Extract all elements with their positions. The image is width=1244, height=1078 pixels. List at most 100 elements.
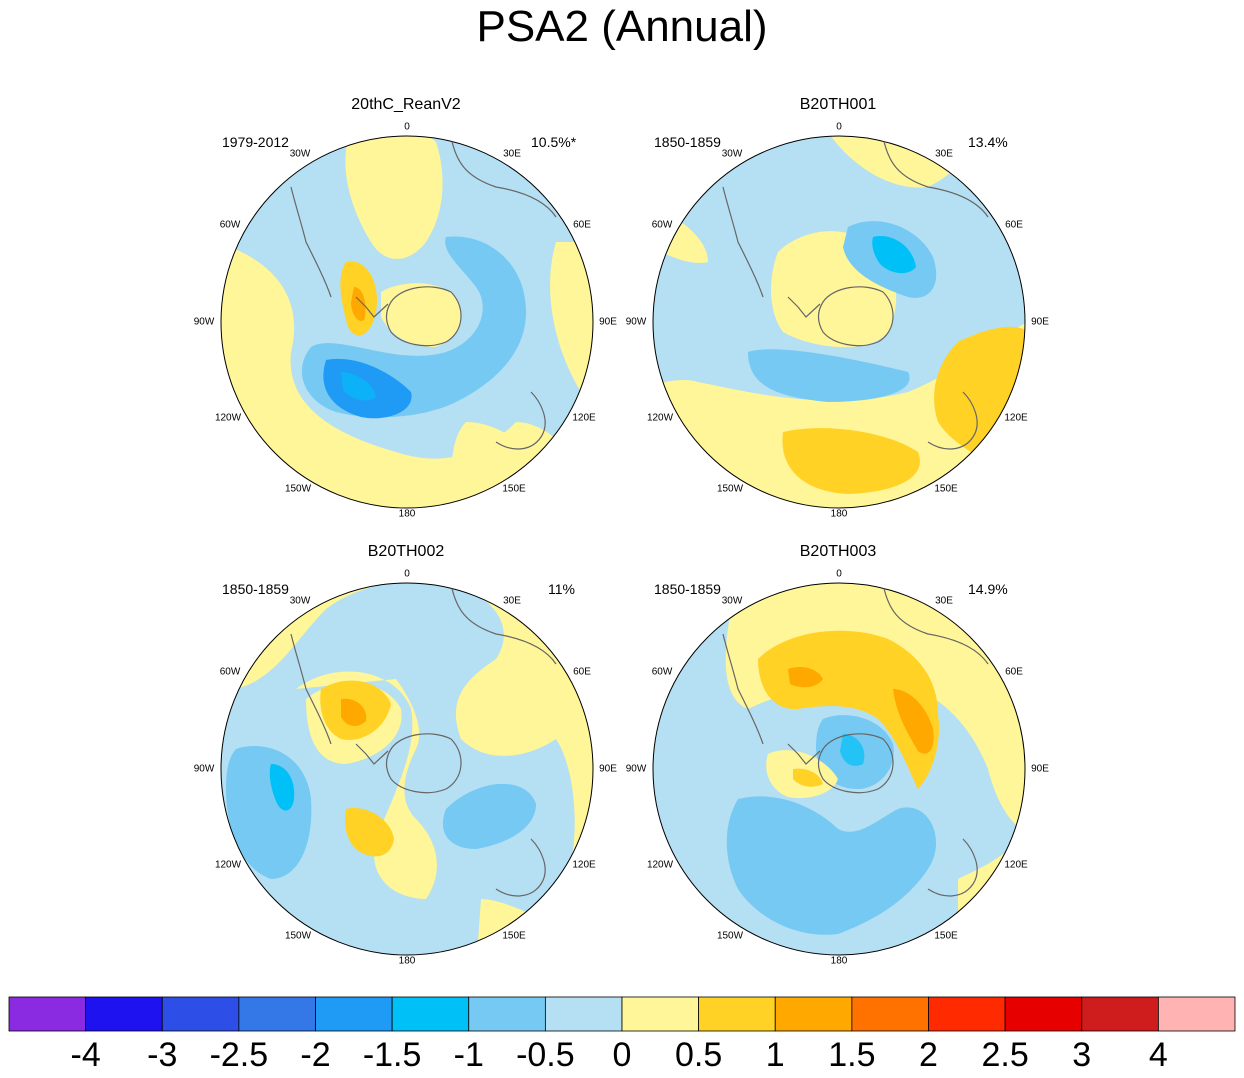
lon-label: 180 bbox=[398, 955, 416, 967]
colorbar-swatch bbox=[928, 996, 1006, 1032]
polar-map bbox=[652, 135, 1026, 509]
panel-1: 20thC_ReanV2 1979-2012 10.5%* 0 30E 60E bbox=[193, 92, 617, 522]
colorbar-tick-label: 1 bbox=[765, 1036, 785, 1074]
lon-label: 120W bbox=[646, 859, 674, 871]
panel-variance: 10.5%* bbox=[531, 134, 577, 150]
lon-label: 150E bbox=[934, 930, 958, 942]
panel-title: B20TH001 bbox=[799, 96, 877, 113]
lon-label: 180 bbox=[830, 508, 848, 520]
panel-period: 1979-2012 bbox=[222, 134, 289, 150]
colorbar-swatch bbox=[391, 996, 470, 1032]
panel-3: B20TH002 1850-1859 11% 0 30E 60E bbox=[193, 539, 617, 969]
lon-label: 150W bbox=[284, 483, 312, 495]
lon-label: 90W bbox=[193, 763, 215, 775]
colorbar-swatch bbox=[1157, 996, 1236, 1032]
colorbar-swatch bbox=[315, 996, 393, 1032]
lon-label: 60E bbox=[573, 666, 591, 678]
lon-label: 30W bbox=[289, 148, 311, 160]
lon-label: 60W bbox=[219, 666, 241, 678]
lon-label: 90E bbox=[1031, 763, 1049, 775]
lon-label: 120E bbox=[572, 859, 596, 871]
lon-label: 30W bbox=[289, 595, 311, 607]
lon-label: 120W bbox=[646, 412, 674, 424]
panel-4: B20TH003 1850-1859 14.9% 0 30E 60E 90E bbox=[625, 539, 1049, 969]
panel-period: 1850-1859 bbox=[222, 581, 289, 597]
lon-label: 120E bbox=[1004, 412, 1028, 424]
lon-label: 30E bbox=[935, 595, 953, 607]
lon-label: 90W bbox=[193, 316, 215, 328]
colorbar-tick-label: -1.5 bbox=[362, 1036, 422, 1074]
colorbar-tick-label: 4 bbox=[1148, 1036, 1168, 1074]
lon-label: 90E bbox=[599, 316, 617, 328]
lon-label: 60W bbox=[651, 666, 673, 678]
colorbar-swatch bbox=[8, 996, 87, 1032]
panel-variance: 13.4% bbox=[968, 134, 1008, 150]
colorbar-tick-label: -1 bbox=[453, 1036, 484, 1074]
colorbar-tick-label: 1.5 bbox=[828, 1036, 876, 1074]
panel-period: 1850-1859 bbox=[654, 581, 721, 597]
panel-period: 1850-1859 bbox=[654, 134, 721, 150]
panel-2: B20TH001 1850-1859 13.4% 0 30E 60E 90E 1… bbox=[625, 92, 1049, 522]
colorbar-tick-label: -4 bbox=[70, 1036, 101, 1074]
lon-label: 0 bbox=[836, 568, 842, 580]
lon-label: 150W bbox=[284, 930, 312, 942]
colorbar-swatch bbox=[1081, 996, 1159, 1032]
lon-label: 30W bbox=[721, 148, 743, 160]
colorbar-tick-label: 3 bbox=[1072, 1036, 1092, 1074]
panel-title: 20thC_ReanV2 bbox=[351, 96, 461, 113]
lon-label: 120W bbox=[214, 412, 242, 424]
lon-label: 120W bbox=[214, 859, 242, 871]
lon-label: 30E bbox=[503, 595, 521, 607]
panel-variance: 11% bbox=[548, 581, 575, 597]
colorbar-swatch bbox=[161, 996, 240, 1032]
lon-label: 30E bbox=[935, 148, 953, 160]
colorbar-swatch bbox=[698, 996, 776, 1032]
colorbar-tick-label: 0 bbox=[612, 1036, 632, 1074]
lon-label: 90W bbox=[625, 316, 647, 328]
lon-label: 30E bbox=[503, 148, 521, 160]
lon-label: 150E bbox=[502, 483, 526, 495]
colorbar-tick-label: 0.5 bbox=[674, 1036, 723, 1074]
lon-label: 90E bbox=[599, 763, 617, 775]
lon-label: 150E bbox=[934, 483, 958, 495]
lon-label: 30W bbox=[721, 595, 743, 607]
lon-label: 90W bbox=[625, 763, 647, 775]
colorbar-swatch bbox=[1004, 996, 1083, 1032]
colorbar-tick-label: -2.5 bbox=[209, 1036, 269, 1074]
panel-title: B20TH003 bbox=[799, 543, 877, 560]
lon-label: 60E bbox=[573, 219, 591, 231]
figure-title: PSA2 (Annual) bbox=[476, 2, 768, 51]
lon-label: 180 bbox=[398, 508, 416, 520]
lon-label: 0 bbox=[404, 121, 410, 133]
colorbar-tick-label: 2 bbox=[919, 1036, 938, 1074]
colorbar bbox=[8, 996, 1236, 1032]
colorbar-swatch bbox=[851, 996, 929, 1032]
panel-variance: 14.9% bbox=[968, 581, 1008, 597]
lon-label: 60W bbox=[219, 219, 241, 231]
colorbar-swatch bbox=[621, 996, 700, 1032]
colorbar-tick-label: -0.5 bbox=[516, 1036, 575, 1074]
lon-label: 180 bbox=[830, 955, 848, 967]
colorbar-swatch bbox=[85, 996, 163, 1032]
panel-title: B20TH002 bbox=[367, 543, 445, 560]
colorbar-tick-label: -3 bbox=[147, 1036, 178, 1074]
lon-label: 90E bbox=[1031, 316, 1049, 328]
colorbar-tick-label: 2.5 bbox=[981, 1036, 1029, 1074]
colorbar-swatch bbox=[238, 996, 316, 1032]
lon-label: 0 bbox=[836, 121, 842, 133]
colorbar-swatch bbox=[544, 996, 623, 1032]
lon-label: 150W bbox=[716, 930, 744, 942]
polar-map bbox=[652, 582, 1026, 956]
lon-label: 60W bbox=[651, 219, 673, 231]
lon-label: 120E bbox=[1004, 859, 1028, 871]
lon-label: 150W bbox=[716, 483, 744, 495]
lon-label: 150E bbox=[502, 930, 526, 942]
lon-label: 0 bbox=[404, 568, 410, 580]
polar-map bbox=[220, 135, 594, 509]
colorbar-swatch bbox=[468, 996, 546, 1032]
polar-map bbox=[220, 582, 594, 956]
lon-label: 60E bbox=[1005, 219, 1023, 231]
colorbar-tick-label: -2 bbox=[300, 1036, 331, 1074]
lon-label: 60E bbox=[1005, 666, 1023, 678]
colorbar-swatch bbox=[774, 996, 853, 1032]
